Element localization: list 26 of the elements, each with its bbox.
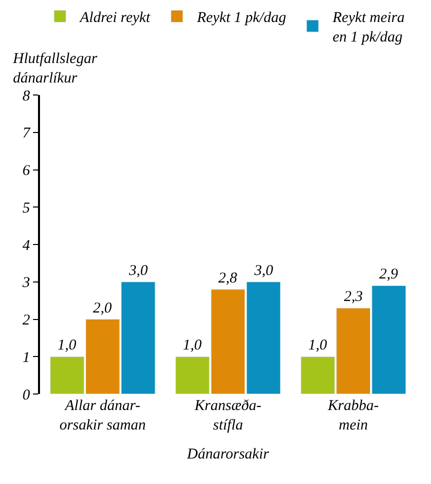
data-label: 3,0: [128, 262, 148, 279]
data-label: 1,0: [58, 338, 77, 354]
x-tick-label: Krabba- mein: [326, 398, 379, 434]
data-label: 2,0: [93, 300, 112, 316]
y-tick-label: 2: [22, 312, 30, 328]
y-tick-label: 8: [22, 88, 30, 104]
y-tick-label: 4: [22, 238, 30, 254]
y-tick-label: 0: [22, 387, 30, 404]
x-tick-label: Kransæða- stífla: [194, 398, 262, 434]
legend-label: Aldrei reykt: [79, 10, 151, 26]
data-label: 2,8: [218, 270, 238, 286]
y-tick-label: 3: [22, 275, 30, 292]
y-axis-title: Hlutfallslegar dánarlíkur: [12, 51, 98, 86]
x-axis-title: Dánarorsakir: [186, 446, 270, 462]
data-label: 3,0: [253, 262, 274, 279]
y-tick-label: 6: [22, 163, 30, 179]
data-label: 2,9: [379, 266, 398, 283]
y-tick-label: 5: [22, 200, 30, 216]
data-label: 2,3: [344, 289, 363, 306]
legend-label: Reykt meira en 1 pk/dag: [332, 10, 405, 46]
y-tick-label: 1: [22, 350, 30, 366]
legend-label: Reykt 1 pk/dag: [196, 10, 287, 26]
x-tick-label: Allar dánar- orsakir saman: [60, 398, 146, 434]
data-label: 1,0: [182, 338, 202, 354]
y-tick-label: 7: [22, 126, 32, 142]
data-label: 1,0: [308, 338, 328, 354]
